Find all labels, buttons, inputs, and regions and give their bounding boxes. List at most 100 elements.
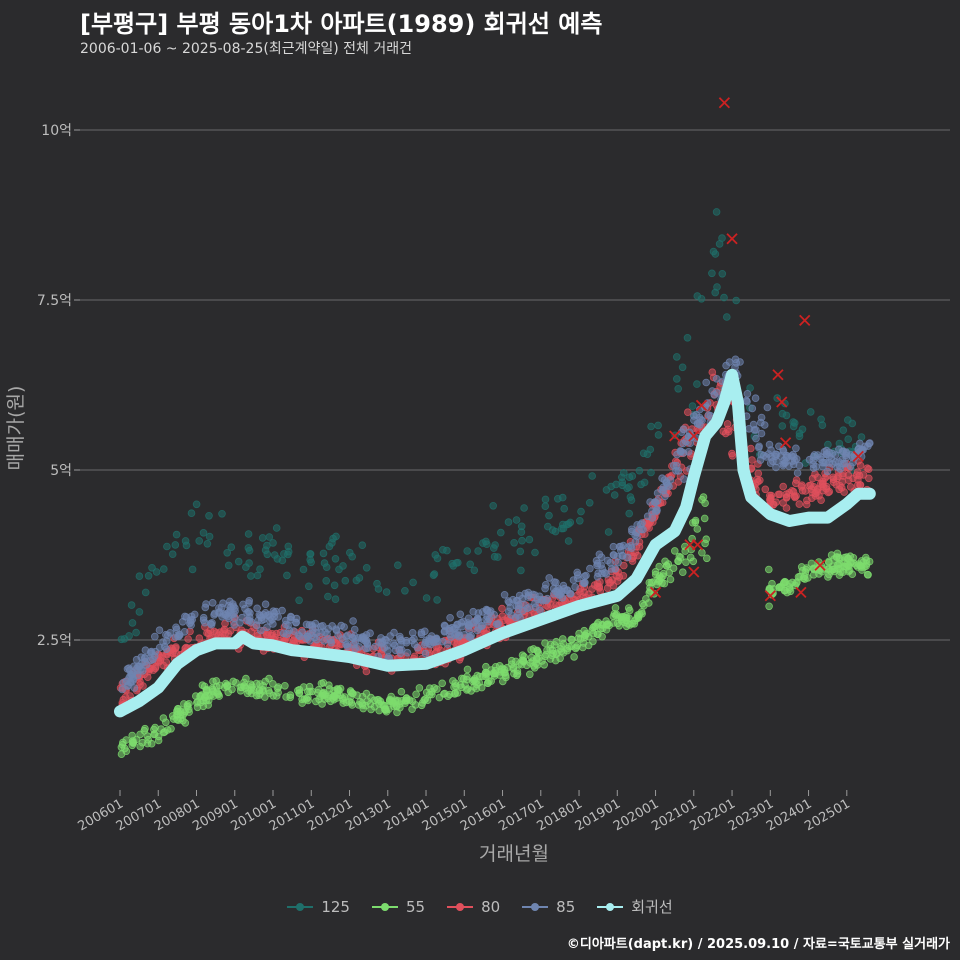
data-point (283, 571, 291, 580)
data-point (298, 695, 306, 704)
cancel-x-icon (779, 437, 792, 449)
data-point (611, 564, 619, 573)
data-point (643, 512, 652, 521)
data-point (339, 562, 347, 570)
data-point (708, 269, 716, 278)
data-point (760, 421, 769, 429)
data-point (595, 582, 603, 591)
data-point (245, 613, 254, 621)
legend-swatch-icon (597, 900, 624, 914)
data-point (295, 596, 303, 605)
data-point (244, 544, 253, 552)
data-point (265, 533, 274, 541)
cancel-x-icon (649, 586, 662, 599)
data-point (626, 621, 634, 629)
data-point (493, 553, 502, 561)
data-point (224, 688, 233, 697)
data-point (591, 622, 600, 631)
data-point (172, 623, 180, 632)
data-point (686, 439, 695, 448)
data-point (767, 446, 775, 454)
data-point (117, 750, 126, 758)
data-point (253, 604, 261, 613)
data-point (234, 557, 243, 566)
data-point (780, 459, 789, 468)
data-point (646, 498, 654, 506)
data-point (324, 624, 333, 633)
data-point (562, 586, 571, 595)
data-point (143, 732, 152, 740)
data-point (757, 413, 766, 422)
cancel-x-icon (691, 539, 704, 551)
data-point (547, 601, 555, 609)
data-point (256, 626, 265, 635)
data-point (812, 462, 820, 471)
data-point (835, 564, 844, 573)
data-point (347, 688, 355, 696)
data-point (196, 692, 204, 701)
data-point (382, 588, 391, 596)
data-point (420, 627, 429, 636)
data-point (345, 548, 354, 557)
data-point (485, 677, 493, 685)
data-point (523, 604, 531, 613)
data-point (601, 568, 609, 577)
cancel-x-icon (772, 369, 784, 381)
data-point (843, 416, 852, 424)
data-point (347, 698, 356, 707)
data-point (148, 563, 156, 572)
source-footer: ©디아파트(dapt.kr) / 2025.09.10 / 자료=국토교통부 실… (566, 937, 950, 952)
data-point (454, 628, 462, 637)
data-point (541, 502, 550, 511)
data-point (672, 461, 681, 470)
data-point (693, 380, 701, 388)
data-point (835, 485, 843, 494)
data-point (767, 491, 776, 500)
data-point (790, 456, 799, 465)
data-point (202, 600, 210, 608)
data-point (579, 579, 588, 587)
data-point (689, 557, 698, 566)
data-point (652, 505, 661, 514)
data-point (155, 626, 164, 634)
data-point (553, 494, 562, 503)
data-point (516, 547, 525, 556)
data-point (281, 681, 289, 690)
legend-item-회귀선: 회귀선 (597, 896, 673, 917)
data-point (679, 425, 688, 434)
data-point (702, 554, 711, 563)
data-point (815, 570, 823, 578)
data-point (688, 402, 697, 410)
data-point (755, 476, 764, 485)
data-point (640, 601, 648, 610)
data-point (678, 363, 687, 372)
data-point (859, 471, 868, 479)
data-point (562, 520, 571, 529)
data-point (785, 488, 793, 497)
data-point (483, 617, 492, 626)
data-point (282, 693, 290, 701)
data-point (654, 421, 662, 430)
data-point (157, 725, 165, 733)
data-point (676, 447, 685, 456)
data-point (635, 466, 644, 475)
data-point (261, 600, 270, 608)
data-point (678, 568, 687, 576)
data-point (192, 500, 201, 509)
data-point (193, 703, 202, 712)
data-point (340, 623, 348, 631)
data-point (863, 570, 872, 579)
data-point (132, 628, 140, 637)
data-point (745, 424, 753, 433)
data-point (645, 588, 654, 597)
data-point (670, 547, 679, 555)
data-point (208, 618, 216, 627)
data-point (325, 681, 333, 689)
data-point (126, 678, 135, 687)
data-point (343, 642, 352, 651)
data-point (541, 580, 550, 589)
data-point (390, 628, 398, 637)
data-point (257, 613, 266, 622)
data-point (669, 564, 678, 572)
data-point (421, 649, 430, 658)
